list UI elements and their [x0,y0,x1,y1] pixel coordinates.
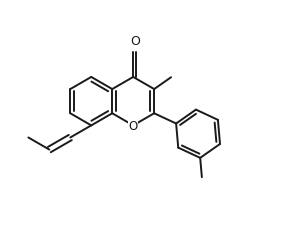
Text: O: O [130,35,140,48]
Text: O: O [129,119,138,132]
